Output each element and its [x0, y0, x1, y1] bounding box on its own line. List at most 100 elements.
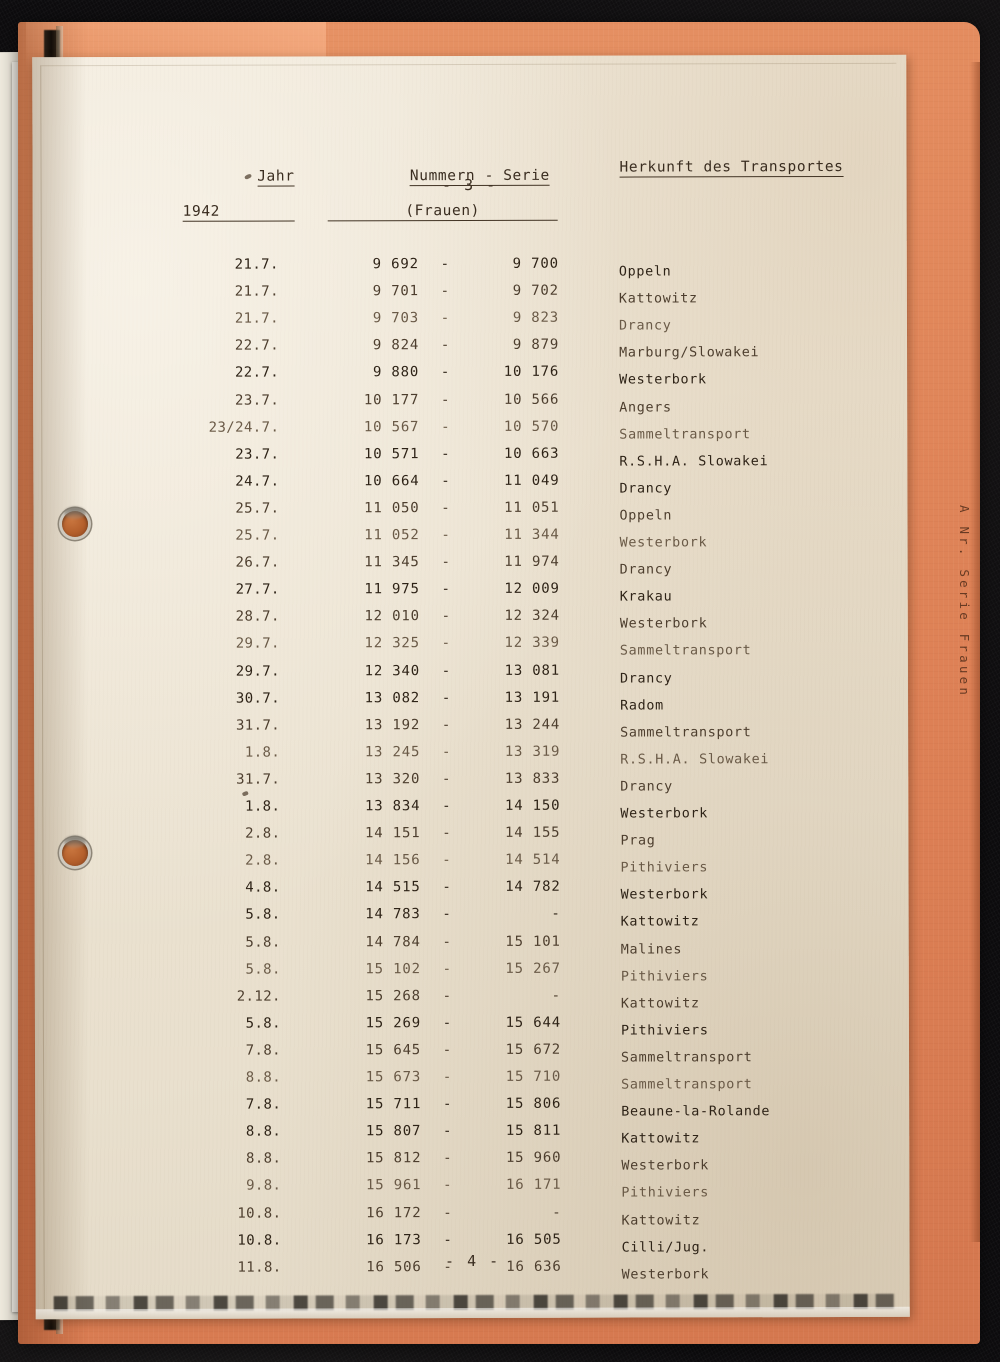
cell-range-dash: - — [442, 825, 451, 842]
cell-range-dash: - — [442, 1069, 452, 1086]
cell-range-dash: - — [442, 1041, 452, 1058]
cell-number-to: 12 009 — [504, 580, 560, 598]
cell-range-dash: - — [441, 608, 451, 625]
table-row: 23.7. 10 177 - 10 566 Angers — [33, 390, 907, 419]
column-header-numbers-line2: (Frauen) — [327, 202, 558, 222]
cell-origin: Westerbork — [620, 887, 709, 903]
cell-number-to: 14 514 — [505, 851, 561, 869]
cell-origin: Kattowitz — [620, 996, 700, 1012]
cell-number-to: 13 244 — [504, 716, 561, 733]
cell-number-from: 9 703 — [372, 310, 419, 327]
cell-range-dash: - — [441, 743, 451, 760]
cell-number-from: 13 320 — [364, 771, 421, 788]
hole-punch-icon — [62, 836, 88, 866]
cell-number-to: 9 700 — [512, 255, 559, 272]
column-header-year: Jahr 1942 — [182, 152, 295, 253]
cell-number-from: 14 784 — [365, 933, 421, 950]
table-row: 23.7. 10 571 - 10 663 R.S.H.A. Slowakei — [33, 444, 907, 473]
cell-origin: Pithiviers — [621, 1185, 710, 1201]
cell-origin: Kattowitz — [618, 291, 698, 307]
cell-number-to: 13 081 — [504, 662, 560, 679]
cell-number-from: 9 880 — [372, 364, 420, 381]
cell-number-from: 12 340 — [364, 662, 420, 679]
cell-origin: R.S.H.A. Slowakei — [619, 453, 769, 470]
cell-number-to: 11 344 — [504, 526, 560, 543]
cell-origin: Westerbork — [619, 372, 707, 388]
cell-origin: Prag — [620, 833, 656, 849]
table-row: 21.7. 9 703 - 9 823 Drancy — [33, 309, 907, 338]
cell-number-to: 14 155 — [505, 824, 561, 841]
cell-number-to: 11 974 — [504, 553, 560, 571]
cell-range-dash: - — [441, 716, 451, 733]
cell-number-from: 9 692 — [372, 256, 419, 273]
cell-number-from: 14 151 — [365, 825, 421, 842]
cell-number-from: 13 192 — [364, 716, 421, 733]
cell-number-from: 13 245 — [364, 743, 421, 761]
cell-range-dash: - — [442, 852, 451, 869]
cell-number-from: 15 807 — [365, 1123, 422, 1140]
cell-origin: Oppeln — [619, 508, 673, 524]
table-row: 22.7. 9 824 - 9 879 Marburg/Slowakei — [33, 336, 907, 365]
cell-origin: Westerbork — [619, 616, 708, 632]
cell-range-dash: - — [441, 445, 450, 462]
cell-number-to: 15 101 — [505, 933, 561, 950]
cell-origin: R.S.H.A. Slowakei — [620, 751, 770, 768]
cell-number-to: 15 811 — [505, 1122, 562, 1140]
cell-number-to: 15 960 — [505, 1150, 562, 1167]
cell-date: 4.8. — [245, 879, 281, 896]
cell-number-to: 16 171 — [505, 1177, 562, 1194]
cell-number-to: 15 672 — [505, 1041, 562, 1058]
table-row: 8.8. 15 807 - 15 811 Kattowitz — [35, 1122, 909, 1151]
cell-range-dash: - — [442, 933, 451, 950]
cell-number-to: 13 319 — [504, 743, 561, 760]
cell-date: 8.8. — [245, 1069, 282, 1086]
cell-range-dash: - — [441, 581, 450, 598]
cell-number-to: 15 710 — [505, 1068, 562, 1085]
cell-number-from: 14 515 — [365, 879, 421, 896]
cell-range-dash: - — [440, 256, 450, 273]
cell-number-to: 13 833 — [504, 770, 561, 787]
typed-page: - 3 - Jahr 1942 Nummern - Serie (Frauen)… — [32, 54, 910, 1320]
cell-origin: Malines — [620, 941, 683, 958]
table-row: 21.7. 9 692 - 9 700 Oppeln — [33, 255, 907, 284]
cell-number-to: - — [552, 1204, 562, 1221]
cell-number-to: 10 663 — [503, 445, 560, 462]
cell-number-from: 11 345 — [364, 554, 420, 571]
cell-range-dash: - — [441, 527, 450, 544]
cell-number-to: 9 879 — [512, 337, 560, 354]
cell-origin: Drancy — [619, 562, 673, 578]
cell-number-to: - — [551, 987, 561, 1004]
cell-origin: Drancy — [619, 670, 673, 687]
column-header-numbers: Nummern - Serie (Frauen) — [327, 152, 558, 254]
cell-origin: Kattowitz — [621, 1131, 701, 1147]
cell-origin: Westerbork — [621, 1158, 709, 1174]
cell-range-dash: - — [443, 1150, 452, 1167]
table-row: 27.7. 11 975 - 12 009 Krakau — [34, 580, 908, 609]
cell-number-to: 15 644 — [505, 1014, 561, 1031]
cell-number-from: 10 571 — [363, 445, 420, 462]
cell-date: 29.7. — [235, 663, 280, 680]
cell-date: 5.8. — [245, 1015, 281, 1032]
cell-date: 24.7. — [235, 473, 280, 490]
cell-origin: Marburg/Slowakei — [619, 345, 760, 361]
cell-number-from: 13 082 — [364, 689, 421, 706]
cell-range-dash: - — [442, 906, 451, 923]
cell-date: 10.8. — [237, 1205, 282, 1222]
cell-range-dash: - — [442, 1014, 452, 1031]
cell-date: 1.8. — [244, 744, 281, 761]
table-row: 29.7. 12 325 - 12 339 Sammeltransport — [34, 634, 908, 663]
cell-date: 23/24.7. — [208, 419, 280, 436]
cell-range-dash: - — [440, 283, 450, 300]
cell-range-dash: - — [442, 798, 451, 815]
cell-range-dash: - — [441, 418, 450, 435]
cell-number-to: 10 570 — [503, 418, 560, 435]
table-row: 25.7. 11 050 - 11 051 Oppeln — [33, 499, 907, 528]
cell-range-dash: - — [441, 662, 451, 679]
cell-range-dash: - — [441, 689, 451, 706]
cell-range-dash: - — [443, 1204, 452, 1221]
cell-number-from: 9 701 — [372, 283, 419, 300]
cell-date: 28.7. — [235, 608, 280, 625]
cell-range-dash: - — [440, 310, 450, 327]
table-row: 25.7. 11 052 - 11 344 Westerbork — [34, 526, 908, 555]
cell-date: 22.7. — [234, 337, 280, 354]
